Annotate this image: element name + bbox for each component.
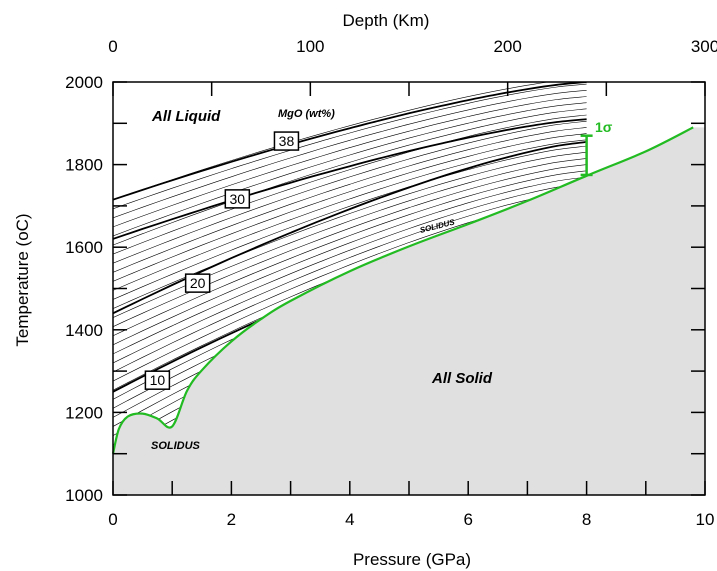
solidus-line [111,126,694,454]
y-axis-title-main: Temperature ( [13,240,32,346]
x2-tick-label: 100 [296,37,324,56]
mgo-contour-thin [113,120,587,264]
x-tick-label: 0 [108,510,117,529]
y-tick-label: 1000 [65,486,103,505]
mgo-contour-thin [113,133,587,282]
x-tick-label: 8 [582,510,591,529]
contour-label-38: 38 [273,131,300,151]
contour-label-text: 38 [279,133,295,149]
x-tick-label: 10 [696,510,715,529]
mgo-contour-thin [113,139,587,291]
contour-label-text: 30 [230,191,246,207]
x2-tick-label: 300 [691,37,717,56]
y-axis-title: Temperature (oC) [13,213,32,346]
mgo-label: MgO (wt%) [278,108,335,120]
x2-tick-label: 200 [493,37,521,56]
x2-axis-title: Depth (Km) [343,11,430,30]
mgo-contour-thin [113,170,587,337]
mgo-contour-38 [113,82,587,201]
solid-region [113,127,705,496]
all-solid-label: All Solid [431,370,493,387]
mgo-contour-thin [113,102,587,237]
error-bar [580,134,593,177]
contour-label-text: 20 [190,275,206,291]
mgo-contour-thin [113,96,587,228]
error-bar-label: 1σ [595,119,613,135]
y-tick-label: 1800 [65,156,103,175]
mgo-contour-thin [113,176,587,346]
axis-ticks [112,81,706,496]
mgo-contour-thin [113,108,587,246]
contour-label-box [144,370,171,390]
y-tick-label: 1400 [65,321,103,340]
solid-region-fill [113,127,705,496]
y-tick-label: 2000 [65,73,103,92]
contour-label-box [273,131,300,151]
x-tick-label: 4 [345,510,354,529]
mgo-contour-thin [113,145,587,300]
x-tick-label: 6 [463,510,472,529]
contour-label-30: 30 [224,189,251,209]
contour-labels: 10 20 30 38 [144,131,300,390]
all-liquid-label: All Liquid [151,108,221,125]
mgo-contour-thin [113,189,587,364]
mgo-contour-thin [113,127,587,273]
x-axis-title: Pressure (GPa) [353,550,471,569]
x2-tick-label: 0 [108,37,117,56]
contour-label-text: 10 [150,372,166,388]
contour-label-10: 10 [144,370,171,390]
solidus-line-group [111,126,694,454]
mgo-contour-thin [113,90,587,219]
y-tick-label: 1200 [65,403,103,422]
contour-label-20: 20 [184,273,211,293]
solidus-lower-label: SOLIDUS [151,440,201,452]
mgo-contour-thin [113,83,587,210]
contour-label-box [184,273,211,293]
mgo-contour-thin [113,182,587,355]
y-tick-label: 1600 [65,238,103,257]
y-axis-title-unit: oC) [13,213,32,240]
mgo-contour-30 [113,118,587,240]
mgo-contour-thin [113,114,587,255]
contour-label-box [224,189,251,209]
x-tick-label: 2 [227,510,236,529]
